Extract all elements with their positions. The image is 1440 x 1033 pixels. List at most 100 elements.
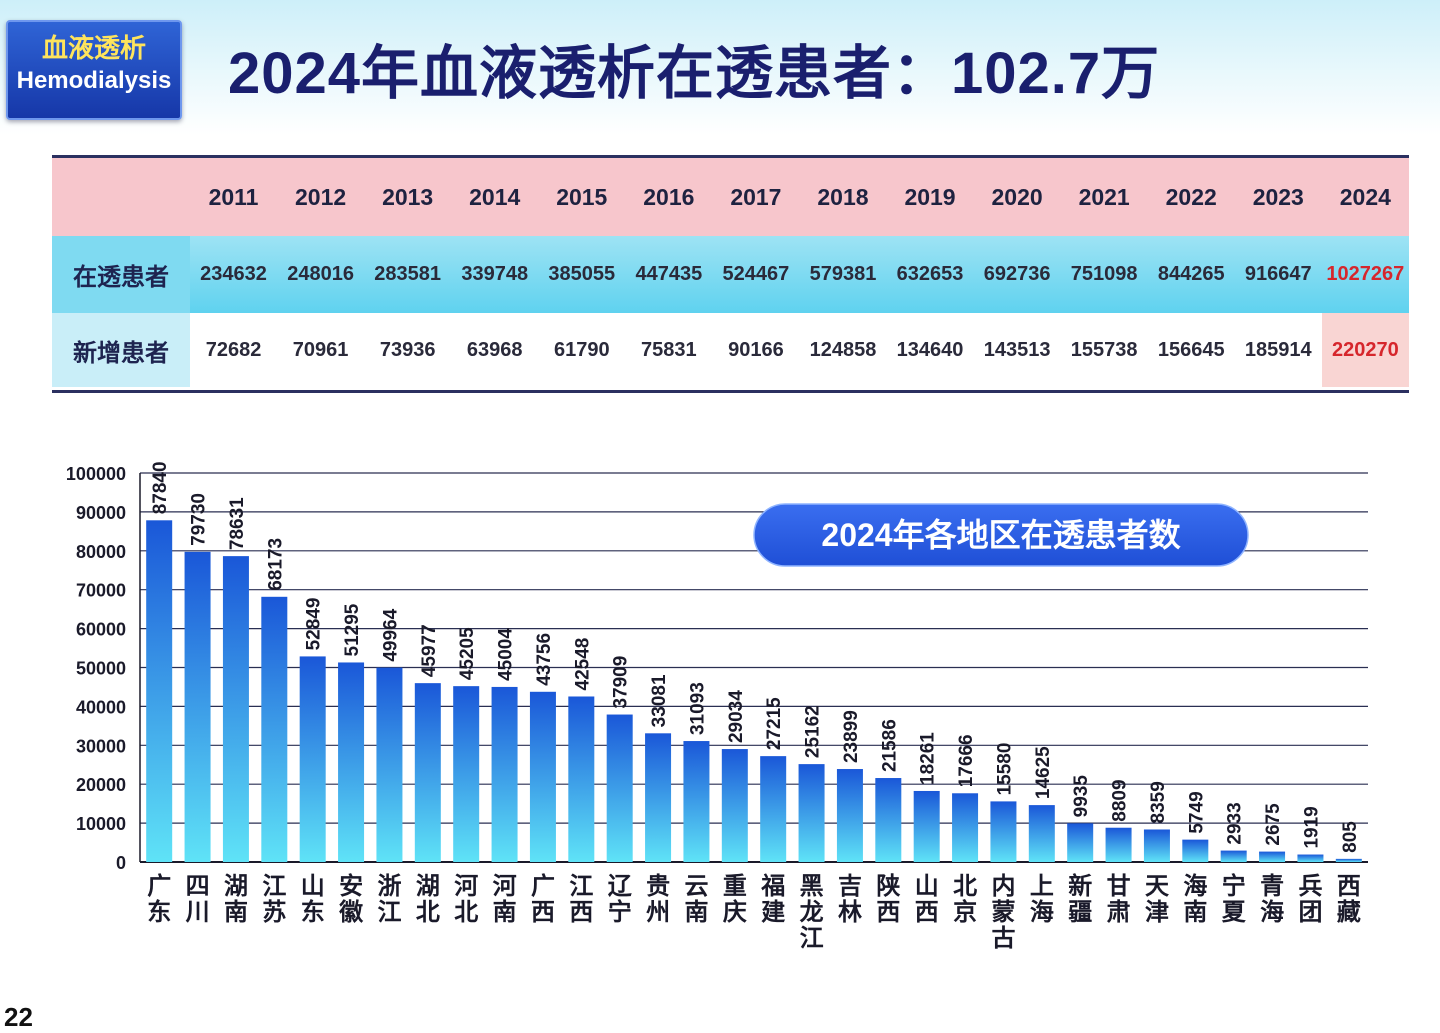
year-header: 2013 [382, 183, 434, 210]
table-cell: 155738 [1070, 338, 1138, 361]
bar [836, 769, 863, 862]
y-tick-label: 20000 [76, 775, 126, 795]
x-tick-label: 黑龙江 [800, 873, 824, 952]
data-label: 51295 [342, 603, 363, 656]
table-cell: 90166 [728, 338, 784, 361]
x-tick-label: 福建 [760, 873, 785, 926]
x-tick-label: 云南 [684, 873, 708, 926]
data-label: 29034 [726, 690, 747, 743]
data-label: 805 [1340, 821, 1361, 853]
x-tick-label: 辽宁 [608, 873, 633, 926]
year-header: 2011 [208, 183, 259, 210]
x-tick-label: 湖北 [416, 873, 440, 926]
table-cell: 283581 [374, 263, 442, 285]
badge-line2: Hemodialysis [16, 67, 172, 94]
bar [299, 656, 326, 862]
x-tick-label: 湖南 [224, 873, 248, 926]
x-tick-label: 吉林 [838, 873, 862, 926]
bar [721, 749, 748, 862]
y-tick-label: 70000 [76, 581, 126, 601]
bar [606, 714, 633, 862]
x-tick-label: 新疆 [1068, 872, 1092, 926]
y-tick-label: 80000 [76, 542, 126, 562]
badge-line1: 血液透析 [41, 33, 146, 63]
table-cell: 579381 [809, 263, 877, 285]
bar [798, 764, 825, 862]
bar [683, 741, 710, 862]
bar [952, 793, 979, 862]
bar [1143, 829, 1170, 862]
data-label: 42548 [572, 638, 593, 691]
y-tick-label: 0 [116, 853, 126, 873]
table-cell: 61790 [553, 338, 610, 361]
table-cell: 234632 [200, 263, 267, 285]
y-tick-label: 10000 [76, 814, 126, 834]
bar [1067, 823, 1094, 862]
year-header: 2024 [1339, 183, 1391, 210]
table-row-new: 新增患者 72682 70961 73936 63968 61790 75831 90166… [52, 313, 1409, 387]
data-label: 14625 [1033, 746, 1054, 799]
data-label: 27215 [764, 697, 785, 750]
data-label: 78631 [227, 497, 248, 550]
bar [1182, 839, 1209, 862]
year-header: 2019 [904, 183, 956, 210]
x-tick-label: 贵州 [646, 873, 670, 926]
bar [1028, 805, 1055, 862]
table-cell: 134640 [896, 338, 964, 361]
year-header: 2012 [295, 183, 347, 210]
data-label: 37909 [611, 656, 632, 709]
table-cell: 75831 [641, 338, 697, 361]
y-tick-label: 40000 [76, 697, 126, 717]
x-tick-label: 广西 [531, 872, 555, 926]
data-label: 1919 [1301, 806, 1322, 848]
data-label: 45977 [419, 624, 440, 677]
table-cell: 73936 [379, 338, 436, 361]
data-label: 31093 [687, 682, 708, 735]
table-cell: 524467 [722, 263, 790, 285]
table-cell: 339748 [461, 263, 529, 285]
x-tick-label: 宁夏 [1222, 872, 1247, 926]
data-label: 87840 [150, 461, 171, 514]
table-cell: 185914 [1244, 338, 1312, 361]
data-label: 49964 [380, 608, 401, 661]
chart-title: 2024年各地区在透患者数 [821, 517, 1181, 553]
data-label: 21586 [879, 719, 900, 772]
table-row-total: 在透患者 234632 248016 283581 339748 385055 44743… [52, 236, 1409, 313]
page-number: 22 [4, 1002, 33, 1032]
table-cell: 692736 [983, 263, 1051, 285]
x-tick-label: 山东 [301, 873, 325, 926]
header-band [0, 0, 1440, 135]
year-header: 2015 [556, 183, 608, 210]
year-header: 2018 [817, 183, 869, 210]
bar [645, 733, 672, 862]
x-tick-label: 天津 [1145, 873, 1169, 926]
x-tick-label: 内蒙古 [991, 873, 1015, 952]
x-tick-label: 上海 [1030, 873, 1054, 926]
y-tick-label: 30000 [76, 736, 126, 756]
bar [146, 520, 173, 862]
bar [338, 662, 365, 862]
bar [1259, 851, 1286, 862]
bar [1105, 827, 1132, 862]
table-cell: 143513 [983, 338, 1051, 361]
bar-chart: 0 10000 20000 30000 40000 50000 60000 70000 8000… [66, 461, 1368, 952]
x-tick-label: 浙江 [377, 873, 401, 926]
table-cell: 72682 [205, 338, 262, 361]
bar [913, 790, 940, 862]
bar [568, 696, 595, 862]
bar [414, 683, 441, 862]
bar [491, 686, 518, 862]
bar [1335, 858, 1362, 862]
data-label: 8809 [1110, 779, 1131, 821]
bar [1297, 854, 1324, 862]
data-label: 45205 [457, 627, 478, 680]
table-cell: 1027267 [1326, 263, 1405, 285]
bar [875, 778, 902, 862]
x-tick-label: 陕西 [876, 872, 900, 926]
bar [453, 686, 480, 862]
year-header: 2023 [1252, 183, 1304, 210]
y-tick-label: 100000 [66, 464, 126, 484]
year-header: 2021 [1078, 183, 1130, 210]
data-label: 8359 [1148, 781, 1169, 823]
x-tick-label: 山西 [915, 873, 939, 926]
